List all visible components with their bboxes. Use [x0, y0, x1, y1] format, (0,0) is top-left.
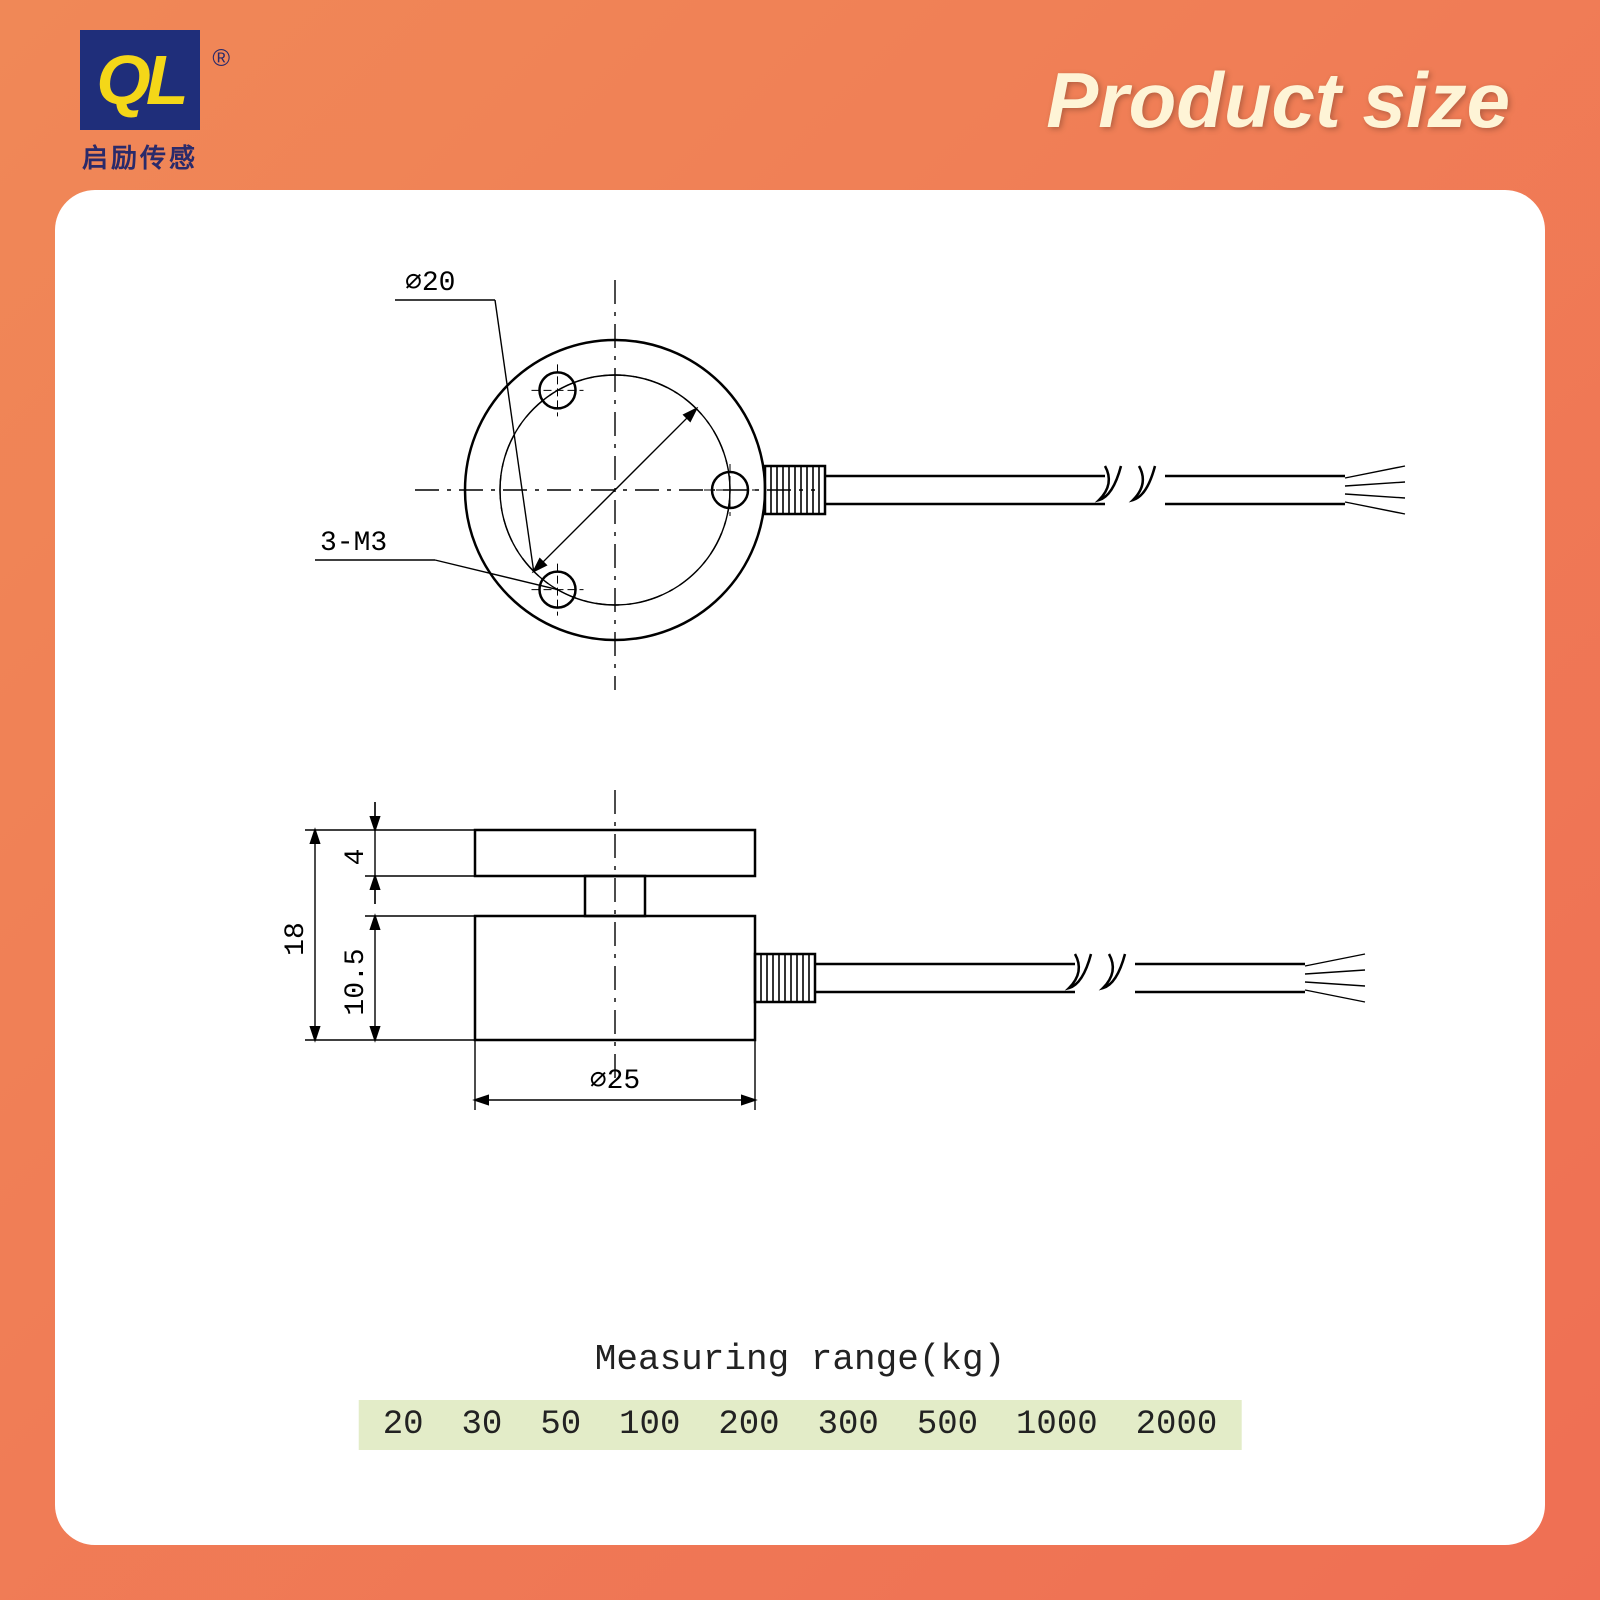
measuring-range-title: Measuring range(kg) [55, 1339, 1545, 1380]
range-value: 20 [383, 1406, 424, 1444]
svg-text:⌀25: ⌀25 [590, 1066, 640, 1097]
svg-text:18: 18 [281, 922, 312, 956]
range-value: 200 [718, 1406, 779, 1444]
brand-logo: QL ® 启励传感 [80, 30, 220, 175]
range-value: 30 [462, 1406, 503, 1444]
range-value: 500 [917, 1406, 978, 1444]
content-card: ⌀20 3-M3 4 10.5 18 ⌀25 Measuring range(kg) 20… [55, 190, 1545, 1545]
page-title: Product size [1046, 55, 1510, 146]
range-value: 2000 [1136, 1406, 1218, 1444]
logo-badge: QL ® [80, 30, 200, 130]
svg-text:4: 4 [341, 849, 372, 866]
logo-text: QL [96, 40, 183, 120]
svg-text:3-M3: 3-M3 [320, 528, 387, 559]
svg-text:⌀20: ⌀20 [405, 268, 455, 299]
page-background: QL ® 启励传感 Product size ⌀20 3-M3 4 10.5 18 ⌀25… [0, 0, 1600, 1600]
logo-caption: 启励传感 [80, 138, 200, 175]
range-value: 100 [619, 1406, 680, 1444]
registered-mark: ® [212, 45, 230, 73]
range-value: 50 [540, 1406, 581, 1444]
range-value: 1000 [1016, 1406, 1098, 1444]
measuring-range-values: 20 30 50 100 200 300 500 1000 2000 [359, 1400, 1242, 1450]
range-value: 300 [818, 1406, 879, 1444]
svg-text:10.5: 10.5 [341, 948, 372, 1015]
